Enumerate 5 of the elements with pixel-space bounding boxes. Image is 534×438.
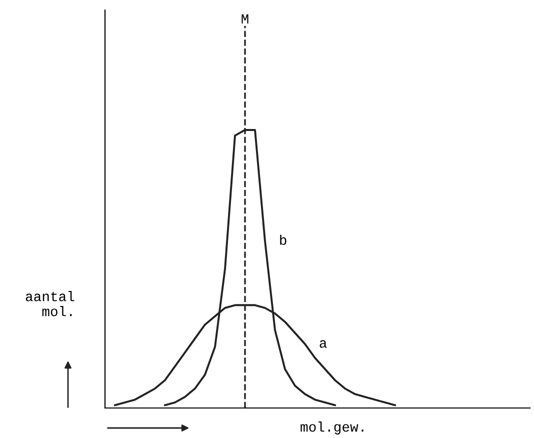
series-label: b [280, 234, 286, 245]
series-label: a [320, 340, 327, 348]
y-axis-title: aantal mol. [26, 291, 74, 316]
text: M [242, 14, 248, 24]
x-axis-title: mol.gew. [300, 422, 364, 434]
